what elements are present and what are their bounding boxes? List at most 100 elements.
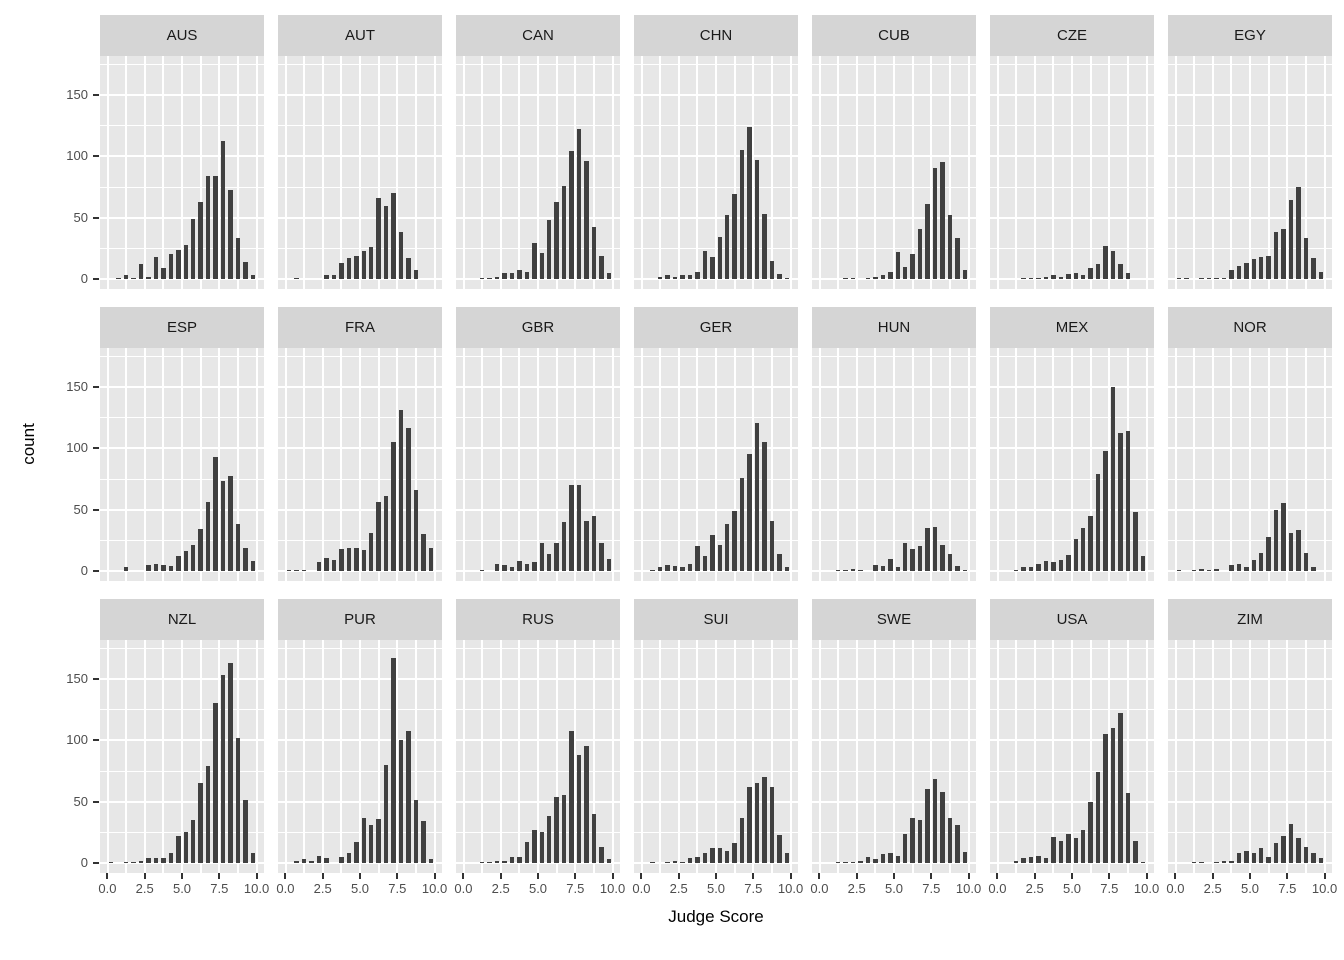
histogram-bar — [569, 731, 574, 863]
x-axis-tick-mark — [967, 873, 970, 879]
x-axis-tick-label: 5.0 — [884, 881, 904, 896]
gridline-major-v — [818, 348, 821, 581]
histogram-bar — [1080, 829, 1086, 863]
y-axis-tick-label: 50 — [73, 501, 88, 517]
x-axis-tick-mark — [1108, 873, 1111, 879]
histogram-bar — [1273, 843, 1279, 863]
histogram-bar — [517, 270, 522, 279]
histogram-bar — [205, 175, 211, 279]
gridline-major-v — [1249, 640, 1251, 873]
histogram-bar — [398, 409, 404, 571]
histogram-bar — [739, 817, 745, 863]
histogram-bar — [962, 569, 968, 571]
histogram-bar — [494, 860, 500, 863]
histogram-bar — [391, 441, 396, 571]
histogram-bar — [584, 520, 589, 571]
gridline-minor-v — [162, 640, 165, 873]
histogram-bar — [1028, 856, 1034, 863]
histogram-bar — [1214, 568, 1219, 571]
facet-CHN: CHN — [634, 15, 798, 289]
gridline-major-v — [1071, 56, 1073, 289]
facet-AUS: AUS — [100, 15, 264, 289]
histogram-bar — [1266, 536, 1271, 571]
x-axis-title: Judge Score — [668, 907, 764, 926]
gridline-major-v — [1323, 348, 1326, 581]
histogram-bar — [391, 192, 396, 279]
gridline-major-v — [789, 348, 792, 581]
x-axis-tick-mark — [996, 873, 999, 879]
gridline-major-v — [218, 56, 221, 289]
histogram-bar — [777, 553, 782, 571]
histogram-bar — [413, 489, 419, 571]
gridline-minor-v — [1126, 56, 1129, 289]
gridline-major-v — [1174, 348, 1177, 581]
y-axis-tick-mark — [93, 862, 99, 864]
gridline-major-v — [284, 640, 287, 873]
histogram-bar — [672, 276, 678, 279]
histogram-bar — [910, 817, 915, 863]
gridline-major-v — [255, 640, 258, 873]
facet-strip-label: GER — [634, 307, 798, 348]
histogram-bar — [710, 256, 715, 279]
facet-strip-label: SUI — [634, 599, 798, 640]
x-axis-tick-mark — [1211, 873, 1214, 879]
histogram-bar — [1191, 861, 1197, 863]
y-axis-tick-mark — [93, 800, 99, 803]
histogram-bar — [1080, 527, 1086, 571]
facet-strip-label: AUS — [100, 15, 264, 56]
histogram-bar — [843, 277, 848, 279]
histogram-bar — [1118, 264, 1123, 279]
x-axis-tick-label: 5.0 — [350, 881, 370, 896]
gridline-minor-v — [837, 640, 840, 873]
histogram-bar — [569, 484, 574, 571]
histogram-bar — [717, 545, 722, 571]
gridline-major-v — [1174, 640, 1177, 873]
x-axis-tick-label: 10.0 — [421, 881, 448, 896]
histogram-bar — [561, 185, 567, 279]
histogram-bar — [1311, 853, 1316, 863]
histogram-bar — [932, 779, 938, 863]
gridline-major-v — [715, 348, 717, 581]
histogram-bar — [1051, 562, 1056, 571]
histogram-bar — [354, 842, 359, 863]
histogram-bar — [153, 858, 159, 863]
histogram-bar — [584, 160, 589, 279]
histogram-bar — [243, 261, 248, 279]
gridline-major-v — [752, 640, 755, 873]
histogram-bar — [1140, 556, 1146, 571]
gridline-major-v — [574, 348, 577, 581]
histogram-bar — [888, 271, 893, 279]
histogram-bar — [599, 847, 604, 863]
facet-RUS: RUS — [456, 599, 620, 873]
gridline-major-v — [537, 640, 539, 873]
facet-NZL: NZL — [100, 599, 264, 873]
histogram-bar — [339, 263, 344, 279]
gridline-minor-v — [162, 56, 165, 289]
x-axis-tick-label: 0.0 — [988, 881, 1007, 896]
histogram-bar — [168, 853, 174, 863]
histogram-bar — [1273, 232, 1279, 279]
histogram-bar — [524, 563, 530, 571]
gridline-major-v — [218, 348, 221, 581]
x-axis-tick-label: 10.0 — [777, 881, 804, 896]
gridline-minor-v — [874, 56, 877, 289]
histogram-bar — [198, 529, 203, 571]
y-axis-tick-mark — [93, 508, 99, 511]
x-axis-tick-mark — [855, 873, 858, 879]
histogram-bar — [762, 776, 767, 863]
histogram-bar — [873, 276, 878, 279]
histogram-bar — [902, 833, 908, 863]
histogram-bar — [383, 764, 389, 863]
gridline-major-v — [218, 640, 221, 873]
histogram-bar — [123, 567, 129, 571]
histogram-bar — [1296, 530, 1301, 571]
histogram-bar — [1236, 265, 1242, 279]
gridline-major-v — [1323, 56, 1326, 289]
gridline-major-v — [996, 56, 999, 289]
histogram-bar — [243, 800, 248, 863]
histogram-bar — [1066, 833, 1071, 863]
histogram-bar — [509, 856, 515, 863]
histogram-bar — [176, 556, 181, 571]
x-axis-tick-label: 2.5 — [1203, 881, 1222, 896]
histogram-bar — [1103, 733, 1108, 863]
